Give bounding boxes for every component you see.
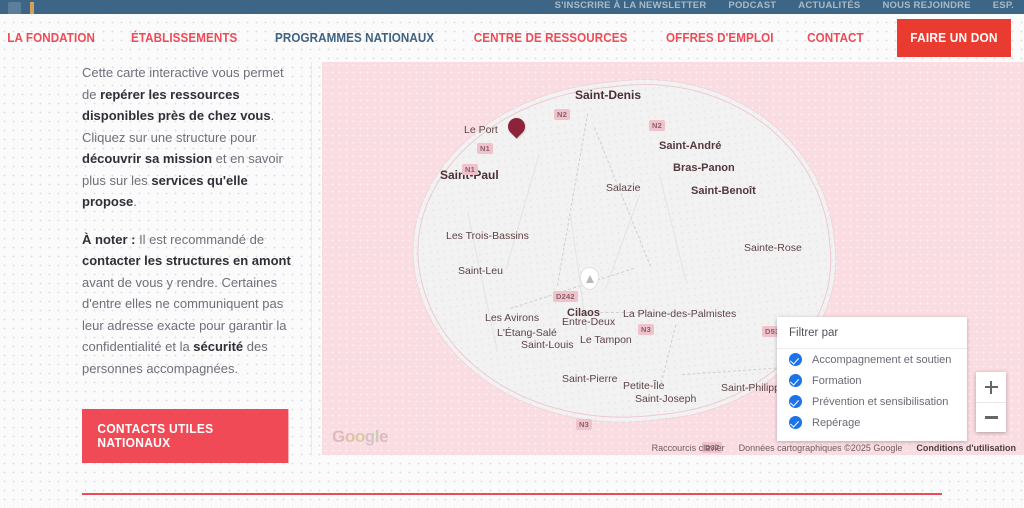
map-label-les-trois-bassins: Les Trois-Bassins bbox=[446, 230, 529, 242]
map-label-saint-benoit: Saint-Benoît bbox=[691, 185, 756, 197]
road-shield-n3-east: N3 bbox=[638, 324, 654, 335]
volcano-peak-icon bbox=[580, 267, 599, 290]
instagram-icon[interactable] bbox=[8, 2, 21, 14]
map-data-credit: Données cartographiques ©2025 Google bbox=[738, 442, 903, 453]
intro-p1-d: découvrir sa mission bbox=[82, 151, 213, 166]
intro-text-column: Cette carte interactive vous permet de r… bbox=[82, 62, 297, 463]
intro-p1-a: Cette carte interactive vous permet de bbox=[82, 65, 284, 102]
contacts-utiles-nationaux-button[interactable]: CONTACTS UTILES NATIONAUX bbox=[82, 409, 289, 463]
minus-icon bbox=[984, 416, 998, 419]
nav-item-la-fondation[interactable]: LA FONDATION bbox=[7, 31, 96, 45]
intro-p1-b: repérer les ressources disponibles près … bbox=[82, 86, 271, 124]
top-utility-bar: S'inscrire à la newsletter Podcast Actua… bbox=[0, 0, 1024, 14]
map-label-bras-panon: Bras-Panon bbox=[673, 162, 735, 174]
map-label-le-port: Le Port bbox=[464, 124, 498, 136]
filter-option-label: Formation bbox=[812, 374, 862, 387]
column-divider bbox=[311, 62, 312, 455]
intro-p1-e: et en savoir plus sur les bbox=[82, 151, 283, 188]
map-label-entre-deux: Entre-Deux bbox=[562, 316, 616, 328]
topbar-link-podcast[interactable]: Podcast bbox=[728, 0, 777, 11]
nav-item-contact[interactable]: CONTACT bbox=[807, 31, 864, 45]
map-zoom-controls bbox=[976, 372, 1006, 432]
plus-icon-vertical bbox=[989, 380, 993, 394]
commune-boundary-4 bbox=[590, 312, 650, 313]
nav-item-offres-demploi[interactable]: OFFRES D'EMPLOI bbox=[665, 31, 774, 45]
bottom-divider-rule bbox=[82, 493, 942, 495]
intro-p1-c: . Cliquez sur une structure pour bbox=[82, 108, 275, 145]
intro-paragraph-1: Cette carte interactive vous permet de r… bbox=[82, 62, 297, 213]
intro-p1-f: services qu'elle propose bbox=[82, 172, 248, 210]
road-shield-d53: D53 bbox=[762, 326, 783, 337]
map-label-cilaos: Cilaos bbox=[567, 307, 601, 319]
checkbox-checked-icon[interactable] bbox=[789, 416, 802, 429]
map-label-sainte-rose: Sainte-Rose bbox=[744, 242, 802, 254]
map-label-salazie: Salazie bbox=[606, 182, 641, 194]
road-shield-n2-east: N2 bbox=[649, 120, 665, 131]
topbar-link-espace[interactable]: Esp. bbox=[992, 0, 1014, 11]
road-shield-n3-south: N3 bbox=[576, 419, 592, 430]
nav-item-programmes-nationaux[interactable]: PROGRAMMES NATIONAUX bbox=[275, 31, 435, 45]
intro-p2-d: avant de vous y rendre. Certaines d'entr… bbox=[82, 274, 287, 355]
filter-option-accompagnement[interactable]: Accompagnement et soutien bbox=[777, 349, 967, 370]
nav-item-etablissements[interactable]: ÉTABLISSEMENTS bbox=[130, 31, 238, 45]
map-label-saint-louis: Saint-Louis bbox=[521, 339, 574, 351]
map-label-les-avirons: Les Avirons bbox=[485, 312, 540, 324]
topbar-link-newsletter[interactable]: S'inscrire à la newsletter bbox=[554, 0, 707, 11]
intro-p2-f: des personnes accompagnées. bbox=[82, 339, 268, 376]
map-label-letang-sale: L'Étang-Salé bbox=[497, 327, 557, 339]
intro-p1-g: . bbox=[133, 194, 137, 209]
checkbox-checked-icon[interactable] bbox=[789, 374, 802, 387]
road-shield-d242: D242 bbox=[553, 291, 578, 302]
map-label-saint-pierre: Saint-Pierre bbox=[562, 373, 618, 385]
intro-paragraph-2: À noter : Il est recommandé de contacter… bbox=[82, 229, 297, 380]
map-label-la-plaine-des-palmistes: La Plaine-des-Palmistes bbox=[623, 308, 737, 320]
map-label-saint-philippe: Saint-Philippe bbox=[721, 382, 786, 394]
filter-option-reperage[interactable]: Repérage bbox=[777, 412, 967, 433]
terms-of-use-link[interactable]: Conditions d'utilisation bbox=[916, 442, 1016, 453]
map-label-saint-paul: Saint-Paul bbox=[440, 168, 499, 182]
map-label-saint-denis: Saint-Denis bbox=[575, 88, 642, 102]
map-label-saint-joseph: Saint-Joseph bbox=[635, 393, 697, 405]
intro-p2-a: À noter : bbox=[82, 231, 136, 247]
road-shield-n1-upper: N1 bbox=[477, 143, 493, 154]
facebook-icon[interactable] bbox=[29, 2, 34, 14]
topbar-link-actualites[interactable]: Actualités bbox=[798, 0, 861, 11]
filter-option-prevention[interactable]: Prévention et sensibilisation bbox=[777, 391, 967, 412]
filter-panel-title: Filtrer par bbox=[777, 317, 967, 349]
interactive-map[interactable]: Saint-Denis Le Port Saint-Paul Saint-And… bbox=[322, 62, 1024, 455]
filter-option-label: Repérage bbox=[812, 416, 861, 429]
map-filter-panel: Filtrer par Accompagnement et soutien Fo… bbox=[777, 317, 967, 441]
topbar-link-nous-rejoindre[interactable]: Nous rejoindre bbox=[882, 0, 971, 11]
intro-p2-b: Il est recommandé de bbox=[135, 231, 265, 247]
donate-button[interactable]: FAIRE UN DON bbox=[897, 19, 1011, 57]
main-navigation: LA FONDATION ÉTABLISSEMENTS PROGRAMMES N… bbox=[0, 14, 1024, 62]
road-shield-n2-north: N2 bbox=[554, 109, 570, 120]
map-label-le-tampon: Le Tampon bbox=[580, 334, 632, 346]
top-utility-links: S'inscrire à la newsletter Podcast Actua… bbox=[555, 0, 1024, 14]
checkbox-checked-icon[interactable] bbox=[789, 395, 802, 408]
checkbox-checked-icon[interactable] bbox=[789, 353, 802, 366]
map-label-petite-ile: Petite-Île bbox=[623, 380, 665, 392]
google-logo: Google bbox=[332, 427, 389, 446]
social-icons bbox=[0, 0, 34, 14]
filter-option-label: Accompagnement et soutien bbox=[812, 353, 952, 366]
intro-p2-e: sécurité bbox=[193, 339, 244, 354]
map-label-saint-leu: Saint-Leu bbox=[458, 265, 503, 277]
road-shield-n1-lower: N1 bbox=[462, 164, 478, 175]
map-attribution-bar: Raccourcis clavier Données cartographiqu… bbox=[644, 440, 1024, 455]
filter-option-formation[interactable]: Formation bbox=[777, 370, 967, 391]
map-label-saint-andre: Saint-André bbox=[659, 140, 722, 152]
nav-item-centre-de-ressources[interactable]: CENTRE DE RESSOURCES bbox=[474, 31, 628, 45]
nav-items: LA FONDATION ÉTABLISSEMENTS PROGRAMMES N… bbox=[0, 31, 880, 45]
road-shield-d37: D37 bbox=[702, 442, 723, 453]
keyboard-shortcuts-link[interactable]: Raccourcis clavier bbox=[651, 442, 725, 453]
filter-option-label: Prévention et sensibilisation bbox=[812, 395, 949, 408]
intro-p2-c: contacter les structures en amont bbox=[82, 253, 291, 268]
zoom-in-button[interactable] bbox=[976, 372, 1006, 402]
zoom-out-button[interactable] bbox=[976, 402, 1006, 432]
